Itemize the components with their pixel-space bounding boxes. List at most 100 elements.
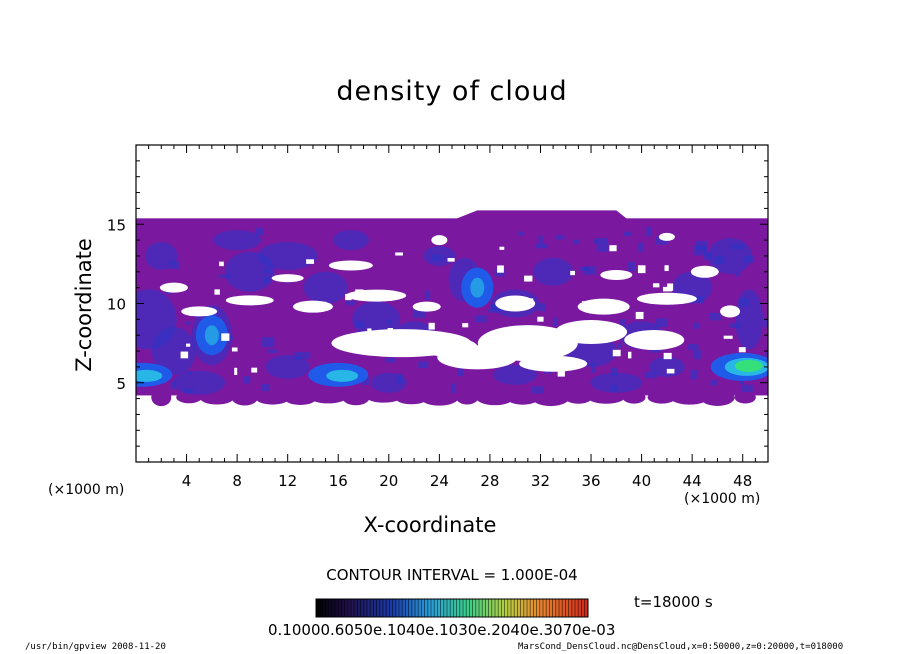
x-tick-label: 4	[182, 472, 192, 490]
density-speckle	[552, 317, 558, 327]
time-label: t=18000 s	[634, 593, 713, 611]
density-patch-low	[173, 370, 226, 395]
no-cloud-region	[720, 305, 741, 318]
density-speckle	[730, 244, 744, 250]
heatmap-field	[136, 210, 768, 407]
no-cloud-speck	[186, 343, 191, 347]
density-speckle	[690, 369, 698, 380]
density-speckle	[649, 349, 662, 353]
density-speckle	[579, 266, 590, 271]
x-tick-label: 44	[683, 472, 702, 490]
density-speckle	[739, 297, 749, 307]
x-tick-label: 40	[632, 472, 651, 490]
no-cloud-speck	[635, 311, 644, 320]
density-speckle	[169, 261, 180, 270]
density-speckle	[610, 384, 618, 392]
cloud-edge-blob	[366, 392, 401, 403]
density-speckle	[264, 268, 271, 274]
no-cloud-region	[658, 232, 675, 241]
footer-program-date: /usr/bin/gpview 2008-11-20	[25, 642, 166, 652]
x-tick-label: 48	[733, 472, 752, 490]
y-tick-label: 5	[116, 375, 126, 393]
chart-title: density of cloud	[336, 76, 568, 107]
no-cloud-speck	[499, 246, 505, 250]
no-cloud-speck	[527, 298, 534, 302]
cloud-edge-blob	[475, 389, 515, 406]
density-speckle	[254, 227, 264, 236]
density-speckle	[185, 321, 191, 325]
density-patch-low	[533, 257, 574, 286]
density-speckle	[450, 383, 456, 394]
density-speckle	[304, 352, 311, 359]
no-cloud-speck	[612, 349, 621, 357]
no-cloud-speck	[180, 351, 189, 359]
contour-interval-label: CONTOUR INTERVAL = 1.000E-04	[326, 566, 578, 584]
density-patch-low	[213, 230, 262, 251]
cloud-edge-blob	[254, 390, 291, 405]
no-cloud-speck	[514, 296, 523, 304]
cloud-edge-blob	[151, 388, 172, 407]
no-cloud-speck	[387, 328, 394, 332]
no-cloud-region	[555, 320, 628, 345]
no-cloud-speck	[367, 328, 372, 335]
no-cloud-speck	[738, 347, 746, 353]
no-cloud-speck	[628, 351, 632, 359]
no-cloud-region	[292, 300, 333, 313]
density-core-cyan	[470, 277, 485, 298]
cloud-edge-blob	[506, 390, 540, 405]
density-speckle	[532, 386, 544, 394]
no-cloud-speck	[609, 245, 617, 252]
no-cloud-speck	[234, 367, 238, 375]
no-cloud-region	[636, 292, 697, 305]
colorbar	[315, 598, 589, 618]
density-speckle	[734, 272, 741, 277]
cloud-edge-blob	[734, 391, 756, 404]
x-tick-label: 20	[379, 472, 398, 490]
no-cloud-speck	[497, 265, 504, 273]
y-axis-label: Z-coordinate	[72, 238, 96, 372]
density-patch-low	[151, 327, 196, 376]
no-cloud-speck	[428, 334, 433, 342]
density-speckle	[243, 376, 251, 384]
density-speckle	[590, 363, 596, 374]
no-cloud-speck	[214, 289, 220, 295]
no-cloud-region	[181, 306, 218, 317]
footer-data-source: MarsCond_DensCloud.nc@DensCloud,x=0:5000…	[518, 642, 844, 652]
cloud-edge-blob	[342, 389, 370, 406]
no-cloud-speck	[652, 283, 660, 288]
no-cloud-speck	[664, 265, 669, 272]
density-speckle	[412, 308, 426, 318]
density-speckle	[708, 312, 721, 321]
x-axis-label: X-coordinate	[363, 513, 497, 537]
density-speckle	[644, 371, 657, 379]
density-speckle	[627, 261, 636, 271]
no-cloud-speck	[666, 368, 675, 374]
density-speckle	[538, 235, 543, 245]
density-speckle	[739, 379, 745, 385]
no-cloud-speck	[251, 367, 258, 373]
cloud-edge-blob	[587, 391, 625, 404]
y-tick-label: 10	[107, 296, 126, 314]
no-cloud-speck	[663, 352, 672, 360]
density-speckle	[346, 300, 356, 306]
x-tick-label: 28	[480, 472, 499, 490]
no-cloud-speck	[662, 286, 672, 292]
density-speckle	[518, 231, 525, 236]
density-speckle	[294, 351, 305, 360]
no-cloud-region	[271, 274, 304, 283]
no-cloud-speck	[524, 275, 533, 282]
density-core-cyan	[326, 369, 359, 382]
density-speckle	[583, 266, 597, 275]
cloud-edge-blob	[455, 390, 479, 405]
density-speckle	[617, 343, 622, 348]
density-patch-low	[265, 354, 310, 379]
density-speckle	[765, 352, 768, 357]
no-cloud-region	[519, 355, 588, 372]
density-patch-low	[303, 271, 348, 304]
density-speckle	[696, 296, 704, 304]
no-cloud-region	[431, 235, 448, 246]
cloud-edge-blob	[700, 388, 735, 406]
x-tick-label: 8	[232, 472, 242, 490]
no-cloud-speck	[518, 300, 527, 307]
no-cloud-speck	[637, 265, 646, 274]
